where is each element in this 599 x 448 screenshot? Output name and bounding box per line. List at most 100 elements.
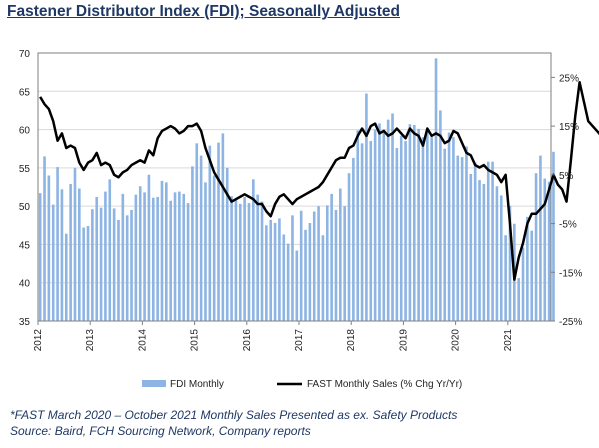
fdi-bar bbox=[443, 148, 447, 321]
fdi-bar bbox=[526, 216, 529, 321]
fdi-bar bbox=[508, 206, 512, 321]
fdi-bar bbox=[99, 207, 103, 321]
fdi-bar bbox=[169, 200, 172, 321]
fdi-bar bbox=[473, 162, 477, 321]
fdi-bar bbox=[178, 191, 181, 321]
fdi-bar bbox=[539, 155, 542, 321]
y-right-tick-label: -5% bbox=[559, 220, 577, 231]
fdi-bar bbox=[121, 193, 125, 321]
y-left-tick-label: 40 bbox=[19, 279, 31, 290]
fdi-bar bbox=[469, 173, 473, 321]
fdi-bar bbox=[208, 145, 212, 321]
fdi-bar bbox=[347, 173, 351, 321]
x-tick-label: 2020 bbox=[451, 329, 462, 352]
legend-label-fdi: FDI Monthly bbox=[170, 379, 224, 390]
fdi-bar bbox=[325, 205, 329, 321]
fdi-bar bbox=[182, 193, 186, 321]
fdi-bar bbox=[199, 155, 203, 321]
y-axis-right: -25% -15% -5% 5% 15% 25% bbox=[551, 73, 582, 328]
fdi-bar bbox=[225, 167, 229, 321]
fdi-bar bbox=[378, 123, 381, 321]
fdi-bar bbox=[43, 156, 46, 321]
fdi-bar bbox=[78, 188, 81, 321]
fdi-bar bbox=[238, 203, 242, 321]
fdi-bar bbox=[321, 235, 325, 321]
fdi-bar bbox=[252, 179, 255, 321]
fdi-bar bbox=[343, 206, 346, 321]
fdi-bar bbox=[73, 167, 77, 321]
fdi-bar bbox=[91, 209, 94, 321]
fdi-bar bbox=[104, 191, 107, 321]
y-right-tick-label: 25% bbox=[559, 73, 579, 84]
fdi-bar bbox=[382, 129, 386, 321]
fdi-bar bbox=[521, 247, 525, 321]
fdi-bar bbox=[191, 166, 194, 321]
fdi-bar bbox=[295, 250, 299, 321]
fdi-bar bbox=[165, 182, 168, 321]
y-left-tick-label: 55 bbox=[19, 164, 31, 175]
fdi-bar bbox=[360, 143, 364, 321]
fdi-bar bbox=[552, 151, 555, 321]
footnotes: *FAST March 2020 – October 2021 Monthly … bbox=[10, 407, 457, 439]
legend-label-fast: FAST Monthly Sales (% Chg Yr/Yr) bbox=[307, 379, 462, 390]
x-axis: 2012 2013 2014 2015 2016 2017 2018 2019 2020 2021 bbox=[33, 321, 514, 351]
fdi-bar bbox=[408, 124, 412, 322]
fdi-bar bbox=[151, 197, 155, 321]
fdi-bar bbox=[478, 180, 481, 321]
y-left-tick-label: 50 bbox=[19, 202, 31, 213]
y-right-tick-label: -15% bbox=[559, 268, 582, 279]
fdi-bar bbox=[173, 192, 177, 321]
fdi-bar bbox=[230, 196, 233, 321]
y-left-tick-label: 70 bbox=[19, 49, 31, 60]
fdi-bar bbox=[195, 143, 199, 321]
y-right-tick-label: 5% bbox=[559, 171, 574, 182]
fdi-bar bbox=[286, 243, 290, 321]
fdi-bar bbox=[60, 189, 64, 321]
fdi-bar bbox=[304, 229, 307, 321]
fdi-bar bbox=[495, 186, 499, 321]
fdi-bar bbox=[273, 222, 277, 321]
fdi-bar bbox=[291, 215, 294, 321]
fdi-bar bbox=[108, 179, 112, 321]
fdi-bar bbox=[404, 141, 407, 321]
fdi-bar bbox=[212, 175, 216, 321]
fdi-bar bbox=[247, 203, 251, 321]
fdi-bar bbox=[456, 155, 460, 321]
fdi-bar bbox=[391, 113, 394, 322]
fdi-bar bbox=[330, 193, 333, 321]
fdi-bar bbox=[412, 124, 416, 321]
fdi-bar bbox=[439, 110, 442, 322]
fdi-bar bbox=[365, 93, 368, 321]
fdi-bar bbox=[460, 157, 464, 321]
fdi-bar bbox=[186, 203, 190, 321]
fdi-bar bbox=[95, 196, 99, 321]
fdi-bar bbox=[117, 219, 120, 321]
fdi-bar bbox=[260, 201, 264, 321]
fdi-bar bbox=[86, 226, 90, 321]
fdi-bar bbox=[399, 135, 403, 321]
fdi-bar bbox=[369, 141, 373, 321]
fdi-bar bbox=[256, 194, 259, 321]
legend-swatch-fdi bbox=[142, 380, 166, 387]
y-left-tick-label: 45 bbox=[19, 240, 31, 251]
fdi-bar bbox=[386, 119, 390, 322]
fdi-bars bbox=[38, 58, 555, 322]
y-left-tick-label: 35 bbox=[19, 317, 31, 328]
fdi-bar bbox=[143, 192, 146, 321]
fdi-bar bbox=[82, 227, 85, 321]
fdi-bar bbox=[134, 194, 138, 321]
x-tick-label: 2016 bbox=[242, 329, 253, 352]
x-tick-label: 2019 bbox=[398, 329, 409, 352]
x-tick-label: 2014 bbox=[137, 329, 148, 352]
fdi-bar bbox=[534, 173, 538, 321]
y-right-tick-label: -25% bbox=[559, 317, 582, 328]
legend: FDI Monthly FAST Monthly Sales (% Chg Yr… bbox=[142, 379, 462, 390]
fdi-bar bbox=[112, 208, 116, 321]
fdi-bar bbox=[491, 161, 494, 321]
fdi-bar bbox=[38, 193, 42, 321]
fdi-bar bbox=[465, 146, 468, 321]
x-tick-label: 2018 bbox=[346, 329, 357, 352]
fdi-bar bbox=[204, 182, 207, 321]
fdi-bar bbox=[282, 234, 286, 321]
fdi-bar bbox=[334, 209, 338, 321]
